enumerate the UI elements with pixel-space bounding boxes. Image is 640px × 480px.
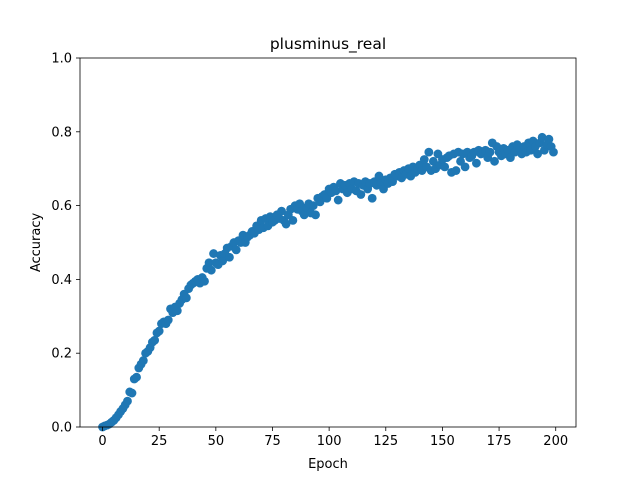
data-point xyxy=(428,156,438,166)
y-tick-label: 0.8 xyxy=(51,125,72,140)
x-tick-label: 200 xyxy=(543,434,568,449)
data-point xyxy=(163,315,173,325)
data-point xyxy=(374,171,384,181)
data-point xyxy=(231,245,241,255)
data-point xyxy=(311,210,320,220)
data-point xyxy=(288,215,298,225)
y-tick-label: 0.6 xyxy=(51,199,72,214)
y-axis-title: Accuracy xyxy=(29,213,44,273)
x-axis-title: Epoch xyxy=(308,457,348,472)
data-point xyxy=(181,293,191,303)
data-point xyxy=(218,256,228,266)
data-point xyxy=(440,162,450,172)
data-point xyxy=(225,252,234,262)
y-tick-label: 1.0 xyxy=(51,52,72,67)
data-point xyxy=(485,147,495,157)
data-point xyxy=(154,326,164,336)
x-tick-label: 0 xyxy=(98,434,106,449)
x-tick-label: 50 xyxy=(208,434,225,449)
plot-area xyxy=(79,57,577,432)
y-tick-label: 0.2 xyxy=(51,347,72,362)
data-point xyxy=(206,265,216,275)
data-point xyxy=(204,258,214,268)
y-tick-label: 0.0 xyxy=(51,421,72,436)
data-point xyxy=(333,195,343,205)
data-point xyxy=(281,219,291,229)
data-point xyxy=(200,276,209,286)
y-tick-label: 0.4 xyxy=(51,273,72,288)
y-axis-ticks: 0.0 0.2 0.4 0.6 0.8 1.0 xyxy=(51,52,80,436)
data-point xyxy=(132,372,141,382)
data-point xyxy=(549,147,558,157)
x-axis-ticks: 0 25 50 75 100 125 150 175 200 xyxy=(98,427,568,449)
data-point xyxy=(533,149,542,159)
data-point xyxy=(460,162,470,172)
data-point xyxy=(308,201,318,211)
x-tick-label: 25 xyxy=(151,434,168,449)
data-point xyxy=(367,193,377,203)
axes-frame xyxy=(79,57,577,428)
data-point xyxy=(295,199,305,209)
data-point xyxy=(127,388,137,398)
data-point xyxy=(490,156,499,166)
data-point xyxy=(544,134,554,144)
data-point xyxy=(472,158,481,168)
x-tick-label: 75 xyxy=(264,434,281,449)
data-point xyxy=(172,306,182,316)
x-tick-label: 125 xyxy=(373,434,398,449)
data-point xyxy=(424,147,434,157)
x-tick-label: 150 xyxy=(430,434,455,449)
data-point xyxy=(537,132,547,142)
data-point xyxy=(419,155,429,164)
data-point xyxy=(331,186,341,196)
data-point xyxy=(209,249,218,258)
chart-title: plusminus_real xyxy=(270,35,386,54)
data-point xyxy=(150,335,160,345)
data-point xyxy=(299,210,309,220)
x-tick-label: 175 xyxy=(487,434,512,449)
data-point xyxy=(451,166,461,175)
data-point xyxy=(356,190,366,199)
data-point xyxy=(138,356,148,365)
data-point xyxy=(277,206,286,216)
x-tick-label: 100 xyxy=(317,434,342,449)
data-point xyxy=(123,396,132,406)
data-points xyxy=(98,132,558,432)
